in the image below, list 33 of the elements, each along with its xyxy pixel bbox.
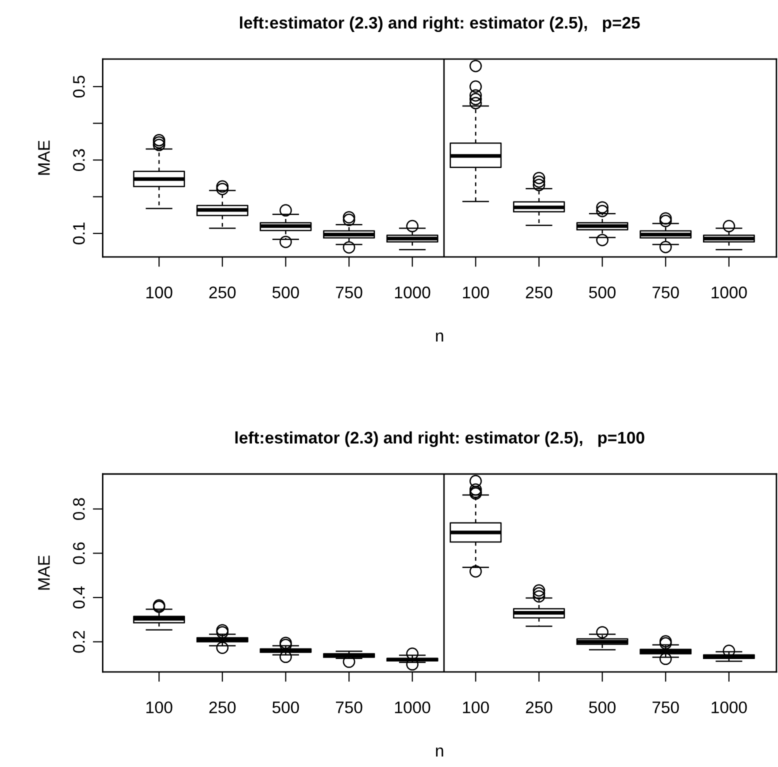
x-tick-label: 500 (272, 702, 299, 714)
chart-title: left:estimator (2.3) and right: estimator (2.5), p=100 (235, 431, 644, 447)
x-tick-label: 250 (526, 702, 552, 714)
chart-title: left:estimator (2.3) and right: estimator (2.5), p=25 (240, 16, 640, 32)
x-tick-label: 1000 (712, 702, 747, 714)
x-tick-label: 1000 (712, 286, 747, 298)
x-axis-title: n (436, 747, 444, 756)
x-tick-label: 250 (209, 286, 236, 298)
x-tick-label: 100 (146, 702, 172, 714)
x-tick-label: 250 (209, 702, 236, 714)
x-tick-label: 100 (463, 286, 489, 298)
y-axis-title: MAE (38, 140, 50, 175)
y-tick-label: 0.2 (73, 631, 85, 653)
y-tick-label: 0.6 (73, 542, 85, 564)
x-tick-label: 500 (589, 286, 616, 298)
y-tick-label: 0.4 (73, 586, 85, 608)
x-tick-label: 1000 (395, 702, 430, 714)
x-tick-label: 750 (652, 702, 679, 714)
y-tick-label: 0.3 (73, 149, 85, 171)
x-tick-label: 500 (589, 702, 616, 714)
x-tick-label: 250 (526, 286, 552, 298)
x-tick-label: 750 (336, 702, 362, 714)
x-axis-title: n (436, 332, 444, 342)
x-tick-label: 100 (463, 702, 489, 714)
x-tick-label: 500 (272, 286, 299, 298)
y-axis-title: MAE (38, 556, 50, 590)
y-tick-label: 0.1 (73, 222, 85, 244)
x-tick-label: 1000 (395, 286, 430, 298)
x-tick-label: 100 (146, 286, 172, 298)
y-tick-label: 0.5 (73, 76, 85, 98)
y-tick-label: 0.8 (73, 498, 85, 520)
x-tick-label: 750 (652, 286, 679, 298)
x-tick-label: 750 (336, 286, 362, 298)
